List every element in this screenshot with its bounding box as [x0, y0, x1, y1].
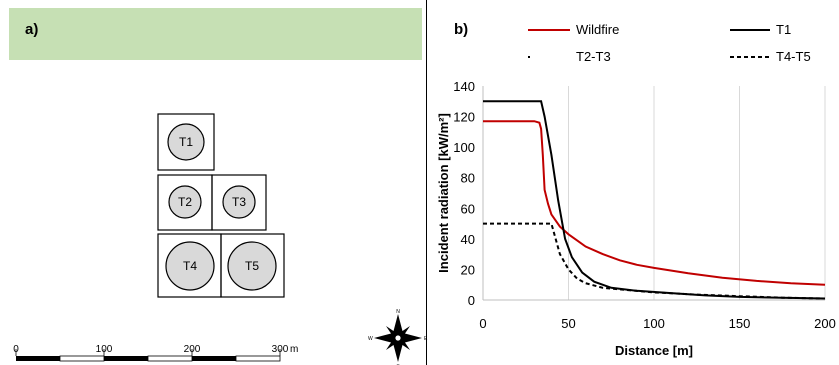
y-tick-label-120: 120: [453, 110, 475, 125]
y-tick-label-0: 0: [468, 293, 475, 308]
compass-rose-icon: N S E W: [368, 309, 428, 365]
panel-a: a) T1 T2 T3 T4 T5: [9, 8, 428, 365]
y-tick-label-40: 40: [461, 232, 475, 247]
series-line-t4-t5: [483, 222, 826, 300]
series-line-t1: [483, 100, 826, 300]
x-tick-label-50: 50: [561, 316, 575, 331]
compass-w: W: [368, 336, 373, 342]
panel-a-header-band: [9, 8, 422, 60]
site-layout-map: T1 T2 T3 T4 T5: [13, 113, 428, 365]
y-tick-label-140: 140: [453, 79, 475, 94]
x-axis-title: Distance [m]: [615, 343, 693, 358]
tank-t2: T2: [157, 174, 213, 231]
y-axis-title: Incident radiation [kW/m²]: [436, 113, 451, 273]
scale-tick-200: 200: [184, 344, 201, 355]
scale-tick-0: 0: [13, 344, 19, 355]
scale-tick-100: 100: [96, 344, 113, 355]
scale-tick-300: 300: [272, 344, 289, 355]
y-tick-label-20: 20: [461, 262, 475, 277]
panel-b: b) 0 20 40 60 80 100 120 140 0 50 100 150 200 Distanc…: [430, 0, 839, 365]
panel-a-label: a): [25, 21, 39, 38]
radiation-chart: 0 20 40 60 80 100 120 140 0 50 100 150 200 Distance […: [436, 22, 836, 358]
compass-n: N: [396, 309, 400, 315]
tank-label-t1: T1: [179, 135, 193, 149]
legend-label-wildfire: Wildfire: [576, 22, 619, 37]
legend-label-t2-t3: T2-T3: [576, 49, 611, 64]
y-tick-label-60: 60: [461, 201, 475, 216]
panel-divider: [426, 0, 427, 365]
panel-b-label: b): [454, 21, 469, 38]
y-tick-label-100: 100: [453, 140, 475, 155]
tank-label-t4: T4: [183, 259, 197, 273]
x-tick-label-200: 200: [814, 316, 836, 331]
tank-label-t3: T3: [232, 195, 246, 209]
tank-t1: T1: [157, 113, 215, 171]
legend-label-t1: T1: [776, 22, 791, 37]
legend-label-t4-t5: T4-T5: [776, 49, 811, 64]
tank-t3: T3: [211, 174, 267, 231]
scale-unit: m: [290, 344, 298, 355]
tank-label-t2: T2: [178, 195, 192, 209]
y-tick-label-80: 80: [461, 171, 475, 186]
tank-t5: T5: [220, 233, 285, 298]
series-line-wildfire: [483, 120, 826, 286]
x-tick-label-100: 100: [643, 316, 665, 331]
tank-t4: T4: [157, 233, 222, 298]
scale-bar: 0 100 200 300 m: [13, 344, 298, 362]
x-tick-label-150: 150: [729, 316, 751, 331]
tank-label-t5: T5: [245, 259, 259, 273]
x-tick-label-0: 0: [479, 316, 486, 331]
